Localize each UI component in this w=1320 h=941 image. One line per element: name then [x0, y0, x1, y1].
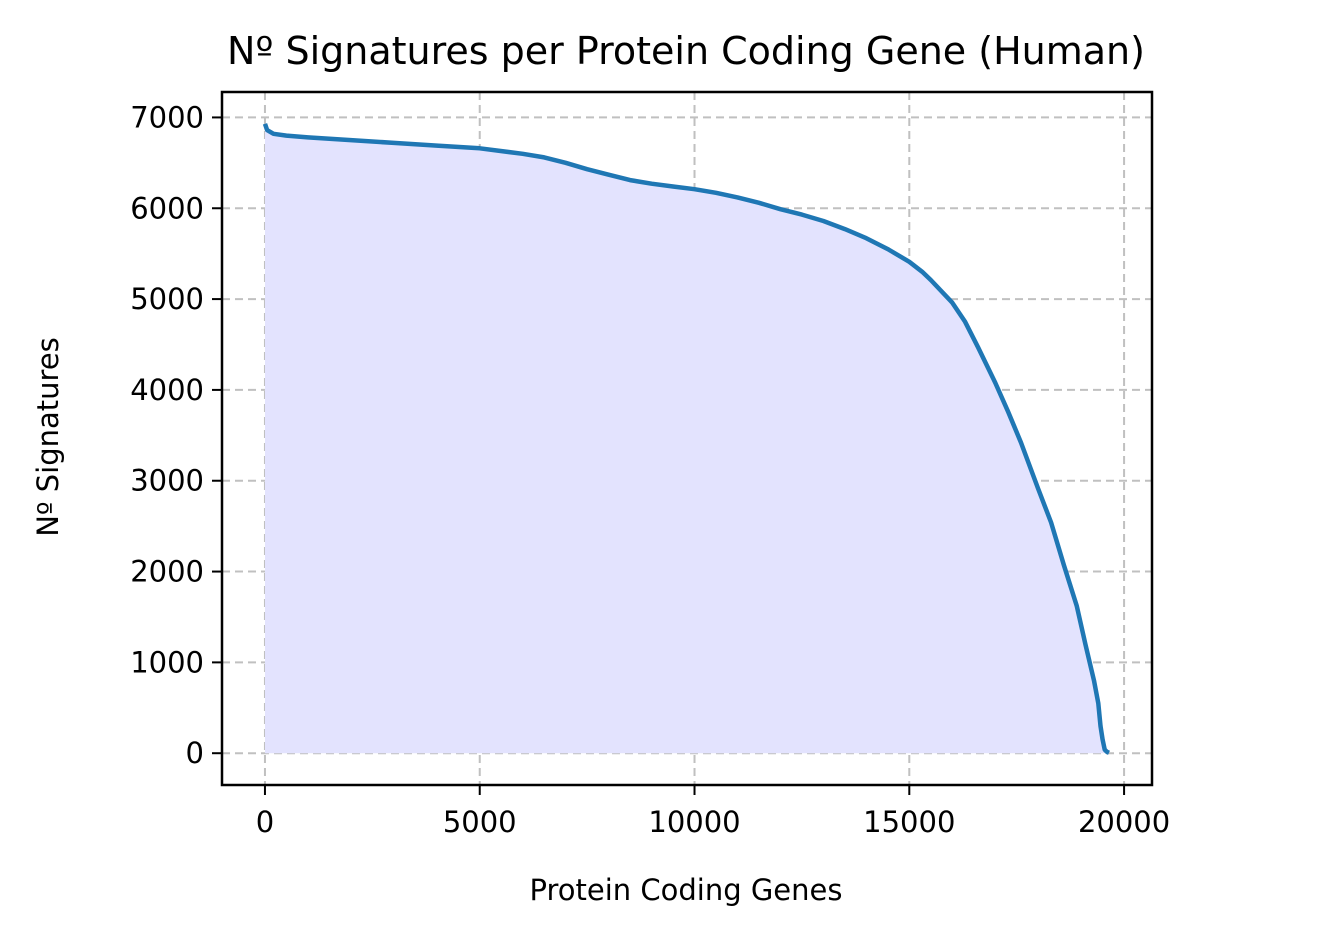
y-tick-label: 4000 [130, 373, 204, 407]
x-tick-label: 5000 [443, 805, 517, 839]
x-tick-label: 0 [256, 805, 274, 839]
x-axis-ticks: 0 5000 10000 15000 20000 [256, 785, 1170, 839]
y-tick-label: 0 [186, 736, 204, 770]
series-area-fill [265, 123, 1109, 754]
x-axis-label: Protein Coding Genes [530, 873, 843, 907]
plot-frame [220, 90, 1154, 787]
x-tick-label: 15000 [863, 805, 955, 839]
series-line [262, 123, 1110, 755]
x-tick-label: 20000 [1078, 805, 1170, 839]
x-tick-label: 10000 [648, 805, 740, 839]
y-tick-label: 7000 [130, 100, 204, 134]
y-tick-label: 5000 [130, 282, 204, 316]
y-tick-label: 2000 [130, 555, 204, 589]
y-axis-ticks: 0 1000 2000 3000 4000 5000 6000 7000 [130, 100, 222, 770]
y-tick-label: 6000 [130, 191, 204, 225]
y-axis-label: Nº Signatures [31, 337, 65, 537]
y-tick-label: 3000 [130, 464, 204, 498]
chart-title: Nº Signatures per Protein Coding Gene (H… [227, 29, 1145, 73]
y-tick-label: 1000 [130, 645, 204, 679]
